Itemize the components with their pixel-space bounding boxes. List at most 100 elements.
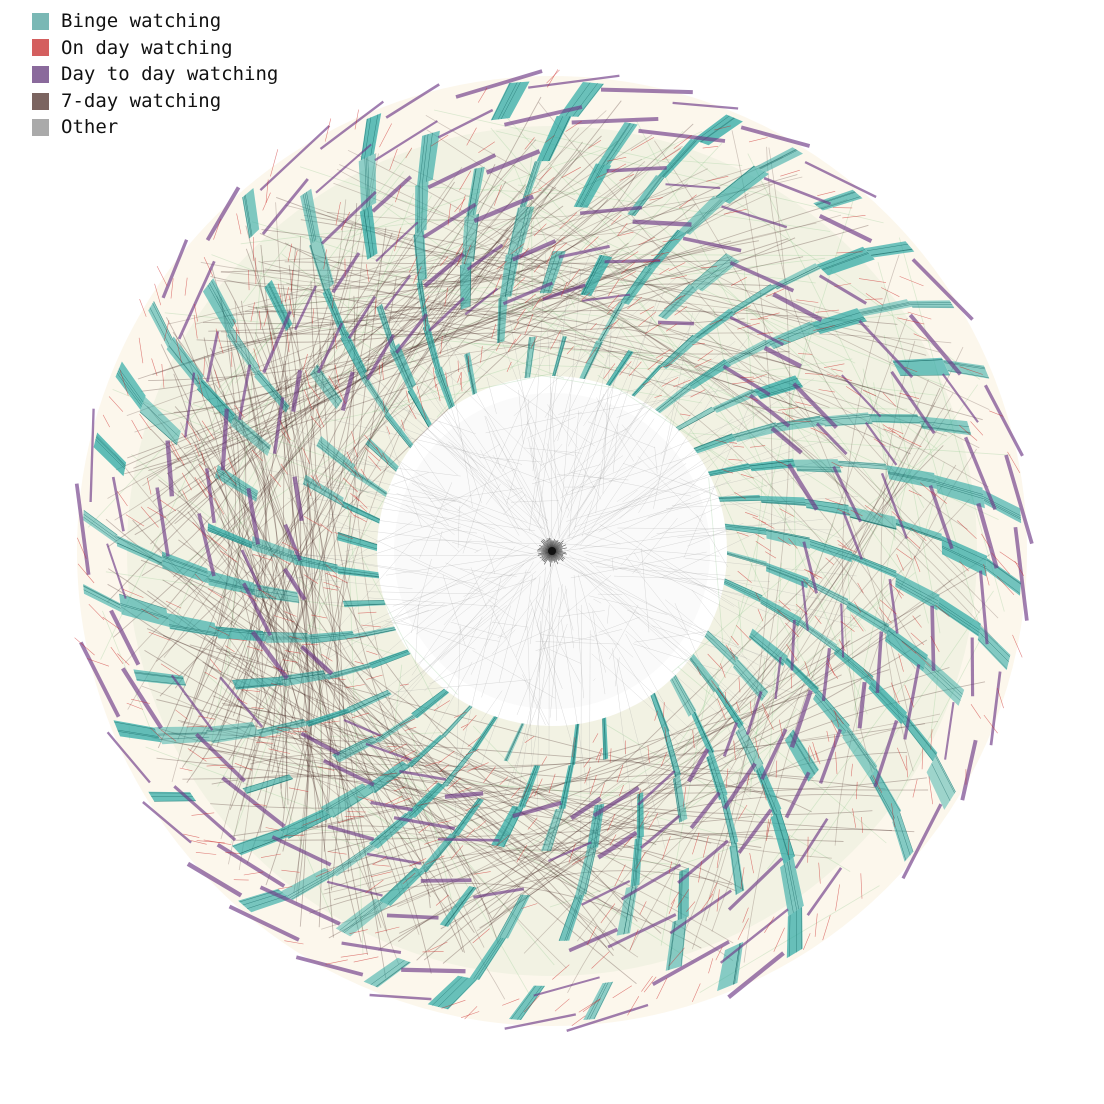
other-line xyxy=(367,375,422,528)
day-to-day-stroke xyxy=(237,364,252,421)
binge-fiber xyxy=(671,678,692,716)
on-day-tick xyxy=(77,563,95,584)
binge-band xyxy=(804,498,850,516)
binge-band xyxy=(654,383,693,414)
binge-band xyxy=(207,523,253,549)
other-line xyxy=(566,432,766,496)
on-day-tick xyxy=(809,745,816,760)
binge-fiber xyxy=(497,298,501,343)
on-day-tick xyxy=(232,319,240,335)
on-day-tick xyxy=(668,947,685,967)
binge-fiber xyxy=(425,835,457,873)
seven-day-arc xyxy=(163,153,377,658)
binge-fiber xyxy=(414,691,448,717)
on-day-tick xyxy=(765,551,777,559)
binge-fiber xyxy=(232,327,261,368)
other-line xyxy=(563,543,720,557)
binge-fiber xyxy=(632,365,661,396)
binge-fiber xyxy=(938,602,980,631)
binge-fiber xyxy=(431,976,463,1006)
on-day-tick xyxy=(678,194,697,209)
other-line xyxy=(553,553,697,662)
binge-fiber xyxy=(242,774,290,789)
on-day-tick xyxy=(607,157,627,162)
day-to-day-stroke xyxy=(542,283,586,301)
on-day-tick xyxy=(779,508,795,517)
on-day-tick xyxy=(194,477,207,498)
on-day-tick xyxy=(914,651,931,667)
on-day-tick xyxy=(715,946,723,961)
on-day-tick xyxy=(499,776,509,786)
binge-fiber xyxy=(522,765,539,808)
on-day-tick xyxy=(755,540,772,552)
binge-fiber xyxy=(499,894,524,938)
on-day-tick xyxy=(837,539,847,548)
on-day-tick xyxy=(715,439,727,444)
haze-line xyxy=(528,782,734,839)
on-day-tick xyxy=(798,353,813,355)
on-day-tick xyxy=(890,682,900,705)
binge-fiber xyxy=(947,370,989,378)
binge-fiber xyxy=(979,632,1009,662)
binge-fiber xyxy=(983,498,1021,519)
binge-fiber xyxy=(796,468,841,471)
other-line xyxy=(485,416,549,544)
binge-band xyxy=(359,205,378,260)
other-line xyxy=(587,421,655,448)
binge-fiber xyxy=(114,721,156,730)
on-day-tick xyxy=(649,197,663,201)
binge-fiber xyxy=(252,541,295,557)
on-day-tick xyxy=(629,929,639,951)
on-day-tick xyxy=(281,541,301,552)
binge-fiber xyxy=(758,149,797,169)
on-day-tick xyxy=(872,775,883,793)
day-to-day-stroke xyxy=(729,315,784,346)
binge-band xyxy=(786,906,803,959)
on-day-tick xyxy=(656,977,668,1000)
legend-swatch xyxy=(32,119,49,137)
other-line xyxy=(424,568,546,692)
binge-band xyxy=(693,433,737,454)
on-day-tick xyxy=(888,427,904,435)
day-to-day-stroke xyxy=(106,731,151,784)
legend-item-day-to-day-watching: Day to day watching xyxy=(32,61,278,88)
seven-day-arc xyxy=(234,300,639,958)
binge-fiber xyxy=(734,425,778,438)
on-day-tick xyxy=(110,646,124,664)
binge-fiber xyxy=(773,331,819,349)
binge-fiber xyxy=(200,380,235,417)
binge-band xyxy=(264,279,293,332)
other-line xyxy=(491,629,516,655)
day-to-day-stroke xyxy=(437,108,494,139)
seven-day-arc xyxy=(198,737,915,833)
seven-day-arc xyxy=(141,236,302,577)
on-day-tick xyxy=(513,334,522,344)
legend-item-other: Other xyxy=(32,114,278,141)
on-day-tick xyxy=(234,762,253,771)
binge-band xyxy=(573,163,612,208)
binge-fiber xyxy=(673,676,695,713)
on-day-tick xyxy=(465,803,480,811)
binge-fiber xyxy=(694,711,714,753)
other-line xyxy=(625,556,689,636)
binge-fiber xyxy=(851,553,897,572)
binge-band xyxy=(689,653,720,693)
day-to-day-stroke xyxy=(770,426,803,455)
on-day-tick xyxy=(761,703,770,718)
binge-fiber xyxy=(633,366,663,397)
day-to-day-stroke xyxy=(821,648,832,701)
seven-day-arc xyxy=(426,129,966,577)
day-to-day-stroke xyxy=(592,785,640,818)
on-day-tick xyxy=(597,748,603,763)
on-day-tick xyxy=(463,245,471,265)
haze-line xyxy=(354,333,427,473)
haze-line xyxy=(411,164,516,290)
binge-fiber xyxy=(766,567,809,584)
other-line xyxy=(654,446,658,474)
on-day-tick xyxy=(236,213,242,235)
on-day-tick xyxy=(898,653,904,672)
on-day-tick xyxy=(638,311,657,327)
binge-fiber xyxy=(466,353,475,395)
on-day-tick xyxy=(170,278,174,299)
